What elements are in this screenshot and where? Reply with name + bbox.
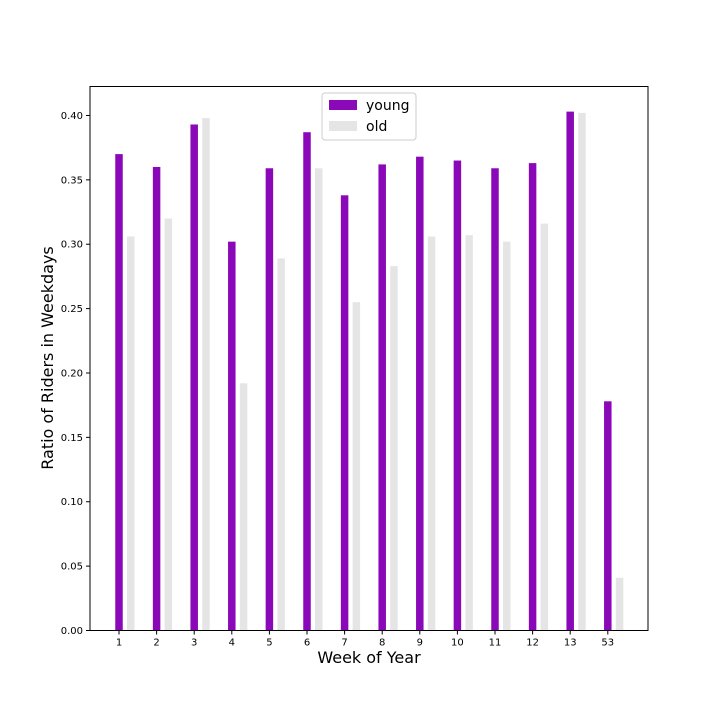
x-tick-label: 8 <box>379 638 385 649</box>
bar-young-week-13 <box>566 111 574 631</box>
y-tick-label: 0.25 <box>61 304 83 315</box>
bar-old-week-13 <box>578 112 586 631</box>
bar-young-week-9 <box>416 156 424 631</box>
bar-young-week-1 <box>115 154 123 631</box>
bar-young-week-3 <box>190 124 198 631</box>
bar-old-week-6 <box>315 168 323 631</box>
bar-old-week-53 <box>615 577 624 631</box>
legend-label-young: young <box>366 98 409 114</box>
y-tick-label: 0.20 <box>61 368 83 379</box>
bar-old-week-12 <box>540 223 549 631</box>
bar-young-week-8 <box>378 164 386 631</box>
x-tick-label: 4 <box>229 638 235 649</box>
x-axis: 1 2 3 4 5 6 7 8 9 10 11 12 13 53 <box>116 630 614 649</box>
bar-young-week-53 <box>604 401 612 631</box>
bar-young-week-11 <box>491 168 499 631</box>
y-tick-label: 0.35 <box>61 175 83 186</box>
plot-frame <box>89 86 649 631</box>
y-tick-label: 0.10 <box>61 497 83 508</box>
legend-swatch-old <box>329 121 357 131</box>
bar-old-week-1 <box>127 236 135 631</box>
bar-young-week-4 <box>228 241 236 631</box>
bar-old-week-3 <box>202 118 210 631</box>
y-tick-label: 0.30 <box>61 240 83 251</box>
x-tick-label: 3 <box>191 638 197 649</box>
bar-old-week-8 <box>390 266 398 631</box>
bar-young-week-5 <box>265 168 274 631</box>
x-tick-label: 10 <box>451 638 464 649</box>
bar-old-week-10 <box>465 235 473 631</box>
legend: young old <box>321 92 417 141</box>
bar-young-week-10 <box>453 160 462 631</box>
bar-old-week-4 <box>239 383 248 631</box>
x-tick-label: 53 <box>601 638 614 649</box>
x-axis-label: Week of Year <box>317 648 421 667</box>
x-tick-label: 7 <box>341 638 347 649</box>
x-tick-label: 13 <box>564 638 577 649</box>
x-tick-label: 11 <box>489 638 502 649</box>
bar-young-week-2 <box>152 166 161 631</box>
bar-young-week-12 <box>528 163 537 631</box>
legend-swatch-young <box>329 100 357 110</box>
bar-young-week-7 <box>340 195 349 631</box>
x-tick-label: 5 <box>266 638 272 649</box>
x-tick-label: 6 <box>304 638 310 649</box>
legend-label-old: old <box>366 119 387 135</box>
bars-group <box>115 111 624 631</box>
x-tick-label: 1 <box>116 638 122 649</box>
y-axis-label: Ratio of Riders in Weekdays <box>38 246 57 470</box>
bar-old-week-11 <box>503 241 511 631</box>
y-tick-label: 0.05 <box>61 562 83 573</box>
bar-young-week-6 <box>303 132 311 631</box>
x-tick-label: 12 <box>526 638 539 649</box>
bar-old-week-9 <box>427 236 436 631</box>
bar-old-week-7 <box>352 302 361 631</box>
bar-old-week-2 <box>164 218 173 631</box>
bar-old-week-5 <box>277 258 285 631</box>
x-tick-label: 9 <box>417 638 423 649</box>
y-tick-label: 0.00 <box>61 626 83 637</box>
y-tick-label: 0.40 <box>61 111 83 122</box>
y-tick-label: 0.15 <box>61 433 83 444</box>
x-tick-label: 2 <box>153 638 159 649</box>
y-axis: 0.00 0.05 0.10 0.15 0.20 0.25 0.30 0.35 0.40 <box>61 111 90 637</box>
